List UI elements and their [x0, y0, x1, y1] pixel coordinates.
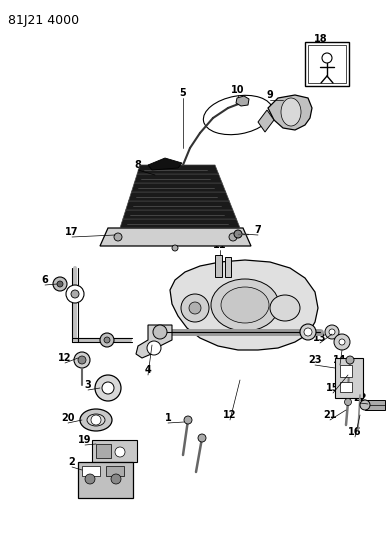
Circle shape: [304, 328, 312, 336]
Circle shape: [53, 277, 67, 291]
Text: 22: 22: [353, 393, 367, 403]
Circle shape: [234, 230, 242, 238]
Circle shape: [100, 333, 114, 347]
Bar: [78, 462, 133, 498]
Circle shape: [189, 302, 201, 314]
Text: 1: 1: [164, 413, 171, 423]
Ellipse shape: [270, 295, 300, 321]
Polygon shape: [100, 228, 251, 246]
Text: 13: 13: [313, 333, 327, 343]
Polygon shape: [268, 95, 312, 130]
Text: 7: 7: [255, 225, 261, 235]
Text: 81J21 4000: 81J21 4000: [8, 14, 79, 27]
Circle shape: [198, 434, 206, 442]
Circle shape: [111, 474, 121, 484]
Circle shape: [95, 375, 121, 401]
Text: 14: 14: [333, 355, 347, 365]
Circle shape: [172, 245, 178, 251]
Text: 2: 2: [68, 457, 75, 467]
Ellipse shape: [281, 98, 301, 126]
Circle shape: [102, 382, 114, 394]
Bar: [340, 382, 352, 392]
Bar: [92, 440, 137, 462]
Circle shape: [346, 356, 354, 364]
Text: 20: 20: [61, 413, 75, 423]
Circle shape: [181, 294, 209, 322]
Text: 11: 11: [213, 240, 227, 250]
Circle shape: [115, 447, 125, 457]
Bar: [308, 45, 346, 83]
Bar: [365, 400, 385, 410]
Text: 9: 9: [267, 90, 273, 100]
Ellipse shape: [80, 409, 112, 431]
Polygon shape: [123, 210, 236, 219]
Text: 23: 23: [308, 355, 322, 365]
Polygon shape: [120, 219, 240, 228]
Polygon shape: [136, 325, 172, 358]
Circle shape: [74, 352, 90, 368]
Ellipse shape: [87, 414, 105, 426]
Polygon shape: [258, 110, 274, 132]
Polygon shape: [128, 192, 229, 201]
Circle shape: [147, 341, 161, 355]
Polygon shape: [134, 174, 222, 183]
Ellipse shape: [221, 287, 269, 323]
Circle shape: [184, 416, 192, 424]
Text: 15: 15: [326, 383, 340, 393]
Polygon shape: [137, 165, 219, 174]
Bar: [340, 365, 352, 377]
Bar: [225, 257, 231, 277]
Text: 16: 16: [348, 427, 362, 437]
Bar: [82, 466, 100, 476]
Circle shape: [360, 400, 370, 410]
Text: 10: 10: [231, 85, 245, 95]
Circle shape: [325, 325, 339, 339]
Ellipse shape: [211, 279, 279, 331]
Circle shape: [322, 53, 332, 63]
Bar: [305, 42, 349, 86]
Bar: [96, 444, 111, 458]
Circle shape: [329, 329, 335, 335]
Text: 5: 5: [180, 88, 187, 98]
Polygon shape: [148, 158, 182, 170]
Text: 3: 3: [85, 380, 91, 390]
Text: 8: 8: [135, 160, 141, 170]
Bar: [106, 466, 124, 476]
Circle shape: [153, 325, 167, 339]
Circle shape: [114, 233, 122, 241]
Text: 18: 18: [314, 34, 328, 44]
Bar: [215, 255, 222, 277]
Circle shape: [78, 356, 86, 364]
Text: 6: 6: [42, 275, 48, 285]
Bar: [335, 358, 363, 398]
Text: 4: 4: [145, 365, 151, 375]
Circle shape: [57, 281, 63, 287]
Circle shape: [344, 399, 351, 406]
Text: 17: 17: [65, 227, 79, 237]
Circle shape: [85, 474, 95, 484]
Circle shape: [229, 233, 237, 241]
Circle shape: [300, 324, 316, 340]
Polygon shape: [236, 96, 249, 106]
Text: 19: 19: [78, 435, 92, 445]
Text: 21: 21: [323, 410, 337, 420]
Circle shape: [91, 415, 101, 425]
Text: 12: 12: [58, 353, 72, 363]
Circle shape: [104, 337, 110, 343]
Polygon shape: [126, 201, 233, 210]
Polygon shape: [132, 183, 226, 192]
Circle shape: [334, 334, 350, 350]
Circle shape: [339, 339, 345, 345]
Text: 12: 12: [223, 410, 237, 420]
Circle shape: [66, 285, 84, 303]
Polygon shape: [170, 260, 318, 350]
Circle shape: [71, 290, 79, 298]
